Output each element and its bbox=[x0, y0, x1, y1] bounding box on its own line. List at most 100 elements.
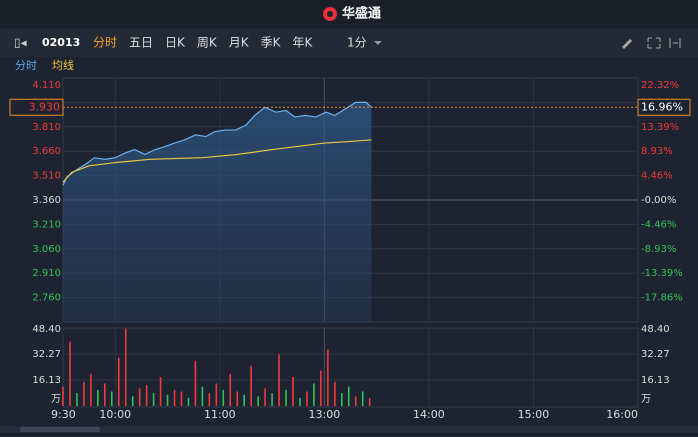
y-tick-label: 3.510 bbox=[32, 171, 61, 182]
volume-bar bbox=[354, 396, 357, 406]
volume-frame bbox=[62, 327, 639, 408]
volume-bar bbox=[320, 370, 322, 406]
volume-bar bbox=[173, 389, 176, 406]
volume-bar bbox=[347, 386, 350, 406]
volume-bar bbox=[208, 393, 211, 406]
volume-bar bbox=[222, 389, 225, 406]
volume-bar bbox=[257, 396, 259, 406]
volume-bar bbox=[313, 383, 315, 406]
y-tick-label: 3.060 bbox=[32, 244, 61, 255]
vol-tick-label: 48.40 bbox=[32, 324, 61, 335]
interval[interactable]: 1分 bbox=[347, 36, 367, 50]
scroll-thumb[interactable] bbox=[20, 427, 100, 432]
last-price-label: 3.930 bbox=[29, 100, 61, 113]
volume-bar bbox=[292, 376, 294, 406]
vol-tick-label: 16.13 bbox=[32, 375, 61, 386]
volume-bar bbox=[166, 394, 169, 406]
y2-tick-label: -13.39% bbox=[641, 268, 683, 279]
volume-bar bbox=[110, 391, 113, 406]
volume-bar bbox=[90, 373, 92, 406]
volume-bar bbox=[194, 360, 197, 406]
y2-tick-label: 8.93% bbox=[641, 146, 673, 157]
volume-bar bbox=[243, 394, 246, 406]
dropdown-arrow[interactable] bbox=[374, 41, 382, 45]
tab[interactable]: 月K bbox=[229, 36, 250, 50]
x-tick-label: 13:00 bbox=[309, 408, 341, 421]
x-tick-label: 11:00 bbox=[204, 408, 236, 421]
scrollbar bbox=[0, 426, 698, 433]
volume-bar bbox=[340, 393, 343, 406]
volume-bar bbox=[69, 341, 71, 406]
vol-tick-label: 48.40 bbox=[641, 324, 670, 335]
volume-bar bbox=[285, 389, 287, 406]
volume-bar bbox=[271, 393, 273, 406]
collapse-icon[interactable]: ▯◂ bbox=[14, 36, 27, 50]
tab[interactable]: 五日 bbox=[129, 36, 153, 50]
volume-bar bbox=[306, 391, 308, 406]
volume-bar bbox=[236, 391, 239, 406]
x-tick-label: 15:00 bbox=[518, 408, 550, 421]
tab[interactable]: 分时 bbox=[93, 36, 117, 50]
y2-tick-label: 13.39% bbox=[641, 122, 679, 133]
expand-icon[interactable] bbox=[669, 38, 681, 48]
volume-bar bbox=[152, 393, 155, 406]
tab[interactable]: 周K bbox=[197, 36, 218, 50]
last-change-box bbox=[637, 98, 691, 116]
volume-bar bbox=[131, 396, 134, 406]
draw-icon[interactable] bbox=[622, 39, 632, 49]
y2-tick-label: -0.00% bbox=[641, 195, 676, 206]
vol-tick-label: 32.27 bbox=[32, 349, 61, 360]
vol-unit: 万 bbox=[51, 394, 61, 405]
volume-bar bbox=[159, 376, 162, 406]
volume-bar bbox=[117, 357, 120, 406]
volume-bar bbox=[368, 397, 371, 406]
y-tick-label: 2.760 bbox=[32, 293, 61, 304]
tab[interactable]: 年K bbox=[293, 36, 314, 50]
toolbar bbox=[0, 29, 698, 57]
volume-bar bbox=[76, 393, 78, 406]
x-tick-label: 14:00 bbox=[413, 408, 445, 421]
y-tick-label: 2.910 bbox=[32, 268, 61, 279]
y2-tick-label: -8.93% bbox=[641, 244, 676, 255]
volume-bar bbox=[180, 391, 183, 406]
app-title: 华盛通 bbox=[342, 6, 381, 22]
price-line bbox=[62, 101, 372, 186]
volume-bar bbox=[62, 386, 64, 406]
price-area bbox=[63, 102, 372, 323]
y-tick-label: 3.810 bbox=[32, 122, 61, 133]
y-tick-label: 3.210 bbox=[32, 219, 61, 230]
volume-bar bbox=[201, 386, 204, 406]
y-tick-label: 3.360 bbox=[32, 195, 61, 206]
last-change-label: 16.96% bbox=[641, 100, 683, 113]
tab[interactable]: 季K bbox=[261, 36, 282, 50]
y2-tick-label: -17.86% bbox=[641, 293, 683, 304]
y2-tick-label: 22.32% bbox=[641, 80, 679, 91]
y-tick-label: 3.660 bbox=[32, 146, 61, 157]
header-bar bbox=[0, 0, 698, 28]
y-tick-label: 4.110 bbox=[32, 80, 61, 91]
x-tick-label: 16:00 bbox=[606, 408, 638, 421]
vol-tick-label: 16.13 bbox=[641, 375, 670, 386]
x-tick-label: 9:30 bbox=[51, 408, 76, 421]
tab[interactable]: 日K bbox=[165, 36, 186, 50]
volume-bar bbox=[334, 381, 336, 406]
y2-tick-label: 4.46% bbox=[641, 171, 673, 182]
volume-bar bbox=[278, 354, 280, 406]
fullscreen-icon[interactable] bbox=[647, 37, 661, 49]
volume-bar bbox=[97, 389, 99, 406]
legend-average: 均线 bbox=[52, 58, 74, 72]
volume-bar bbox=[299, 397, 301, 406]
last-price-box bbox=[9, 98, 64, 116]
logo-hole bbox=[327, 11, 333, 17]
x-tick-label: 10:00 bbox=[99, 408, 131, 421]
vol-unit: 万 bbox=[641, 394, 651, 405]
volume-bar bbox=[145, 385, 148, 406]
volume-bar bbox=[361, 391, 364, 406]
volume-bar bbox=[264, 388, 266, 406]
volume-bar bbox=[229, 373, 232, 406]
average-line bbox=[62, 139, 372, 183]
volume-bar bbox=[138, 388, 141, 406]
y2-tick-label: -4.46% bbox=[641, 219, 676, 230]
